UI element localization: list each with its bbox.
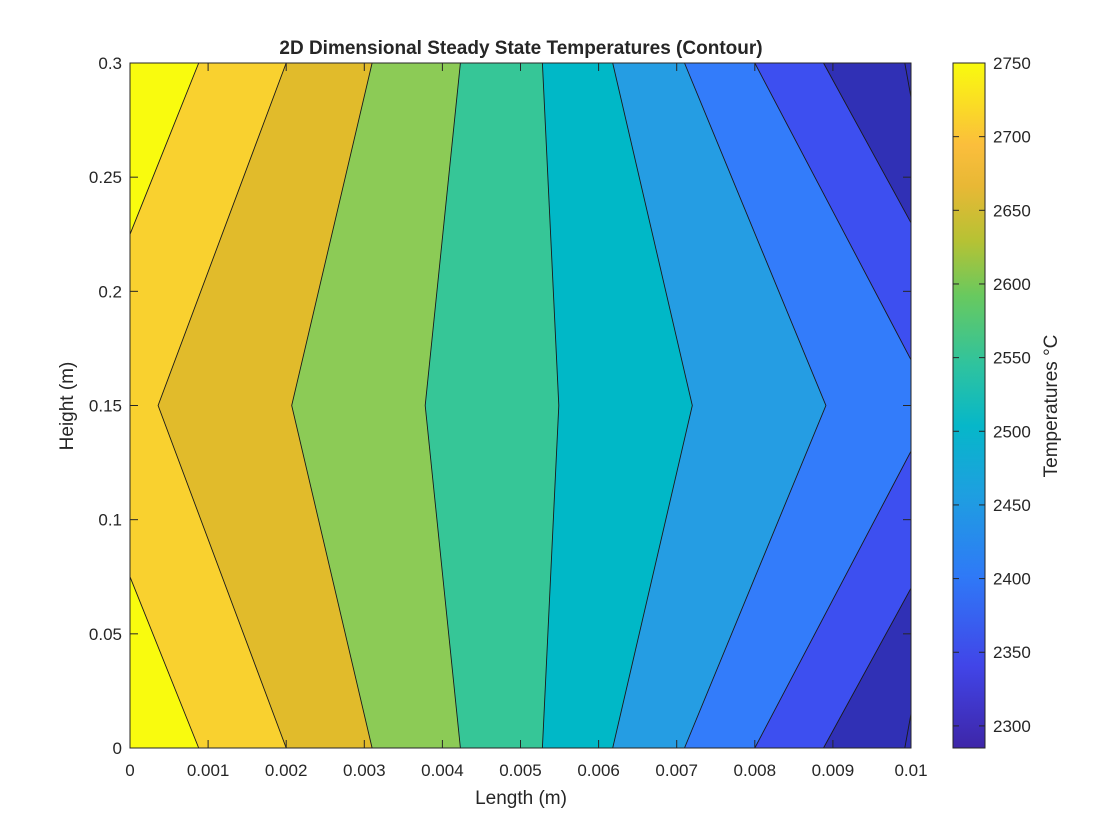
colorbar-tick-label-6: 2600 (993, 275, 1031, 294)
contour-line-2500-5 (541, 62, 560, 749)
contour-line-2285-12 (904, 713, 912, 749)
contour-line-2300-11 (823, 62, 912, 224)
y-tick-label-1: 0.05 (89, 625, 122, 644)
colorbar-tick-label-0: 2300 (993, 717, 1031, 736)
contour-line-2400-7 (684, 62, 827, 749)
colorbar-tick-label-3: 2450 (993, 496, 1031, 515)
colorbar-tick-label-7: 2650 (993, 201, 1031, 220)
x-tick-label-6: 0.006 (577, 761, 620, 780)
x-tick-label-1: 0.001 (187, 761, 230, 780)
contour-lines (129, 62, 912, 749)
contour-line-2350-9 (754, 62, 912, 361)
plot-regions (129, 62, 912, 749)
x-tick-label-10: 0.01 (894, 761, 927, 780)
x-axis: 0 0.001 0.002 0.003 0.004 0.005 0.006 0.007 0.00… (125, 63, 928, 780)
colorbar: 2300 2350 2400 2450 2500 2550 2600 2650 2700 2750… (952, 54, 1062, 749)
x-tick-label-8: 0.008 (734, 761, 777, 780)
x-axis-label: Length (m) (475, 788, 567, 809)
colorbar-ticks: 2300 2350 2400 2450 2500 2550 2600 2650 2700 2750 (953, 54, 1031, 736)
x-tick-label-2: 0.002 (265, 761, 308, 780)
contour-line-2285-13 (904, 62, 912, 98)
contour-line-2350-8 (754, 450, 912, 749)
y-tick-label-3: 0.15 (89, 397, 122, 416)
colorbar-label: Temperatures °C (1041, 335, 1062, 478)
colorbar-tick-label-5: 2550 (993, 349, 1031, 368)
contour-line-2700-0 (129, 576, 200, 749)
y-tick-label-2: 0.1 (98, 511, 122, 530)
colorbar-tick-label-9: 2750 (993, 54, 1031, 73)
contour-line-2650-2 (157, 62, 287, 749)
y-axis: 0 0.05 0.1 0.15 0.2 0.25 0.3 (89, 54, 911, 758)
contour-line-2700-1 (129, 62, 200, 235)
y-tick-label-5: 0.25 (89, 168, 122, 187)
colorbar-scale (952, 62, 986, 749)
colorbar-tick-label-8: 2700 (993, 128, 1031, 147)
y-tick-label-6: 0.3 (98, 54, 122, 73)
chart-title: 2D Dimensional Steady State Temperatures… (279, 38, 762, 59)
colorbar-tick-label-1: 2350 (993, 643, 1031, 662)
x-tick-label-9: 0.009 (812, 761, 855, 780)
y-axis-label: Height (m) (57, 362, 78, 451)
colorbar-tick-label-4: 2500 (993, 422, 1031, 441)
y-tick-label-0: 0 (113, 739, 122, 758)
x-tick-label-0: 0 (125, 761, 134, 780)
y-tick-label-4: 0.2 (98, 282, 122, 301)
colorbar-tick-label-2: 2400 (993, 570, 1031, 589)
x-tick-label-5: 0.005 (499, 761, 542, 780)
x-tick-label-7: 0.007 (655, 761, 698, 780)
contour-line-2300-10 (823, 587, 912, 749)
x-tick-label-4: 0.004 (421, 761, 464, 780)
x-tick-label-3: 0.003 (343, 761, 386, 780)
contour-line-2600-3 (291, 62, 373, 749)
contour-line-2450-6 (612, 62, 693, 749)
contour-line-2550-4 (424, 62, 461, 749)
